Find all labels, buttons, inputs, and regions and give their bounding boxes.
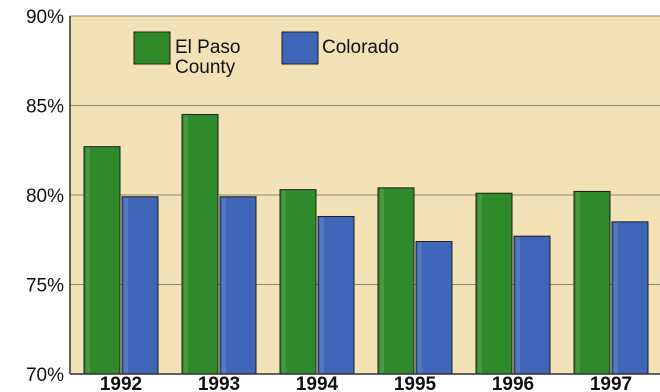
x-category-label: 1992 xyxy=(100,374,142,392)
bar xyxy=(513,235,551,375)
bar-colorado-1992 xyxy=(121,196,159,375)
bar xyxy=(611,221,649,375)
bar-highlight xyxy=(184,115,188,373)
bar xyxy=(279,189,317,375)
legend-label: El Paso xyxy=(175,37,240,58)
bar-highlight xyxy=(86,147,90,373)
bar-el-paso-county-1997 xyxy=(573,190,611,375)
y-tick-label: 80% xyxy=(26,186,64,207)
bar-colorado-1994 xyxy=(317,215,355,375)
axes xyxy=(69,16,660,375)
bar-colorado-1996 xyxy=(513,235,551,375)
legend-swatch xyxy=(281,31,319,65)
bar-highlight xyxy=(124,197,128,373)
bar-el-paso-county-1994 xyxy=(279,189,317,375)
x-category-label: 1996 xyxy=(492,374,534,392)
bar xyxy=(573,190,611,375)
bar-highlight xyxy=(614,222,618,373)
bar-highlight xyxy=(380,188,384,373)
y-tick-label: 70% xyxy=(26,365,64,386)
bar xyxy=(83,146,121,375)
x-category-label: 1993 xyxy=(198,374,240,392)
bar-highlight xyxy=(418,242,422,373)
bar-highlight xyxy=(516,237,520,373)
bar-colorado-1993 xyxy=(219,196,257,375)
bar xyxy=(317,215,355,375)
x-category-label: 1997 xyxy=(590,374,632,392)
bar-highlight xyxy=(576,192,580,373)
bar-highlight xyxy=(282,190,286,373)
bar-el-paso-county-1996 xyxy=(475,192,513,375)
x-category-label: 1995 xyxy=(394,374,437,392)
bar-el-paso-county-1993 xyxy=(181,113,219,375)
legend-item-colorado: Colorado xyxy=(281,31,399,65)
y-tick-label: 85% xyxy=(26,97,64,118)
bar-highlight xyxy=(320,217,324,373)
bar xyxy=(377,187,415,375)
legend-label: County xyxy=(175,57,236,78)
bar-highlight xyxy=(478,194,482,373)
y-tick-label: 90% xyxy=(26,7,64,28)
bar-el-paso-county-1995 xyxy=(377,187,415,375)
legend-label: Colorado xyxy=(322,37,399,58)
y-tick-label: 75% xyxy=(26,276,64,297)
y-axis-tick-labels: 70% 75% 80% 85% 90% xyxy=(26,7,64,386)
bar-highlight xyxy=(222,197,226,373)
bar-el-paso-county-1992 xyxy=(83,146,121,375)
bar-colorado-1995 xyxy=(415,241,453,375)
x-category-label: 1994 xyxy=(296,374,339,392)
bar xyxy=(121,196,159,375)
bar-colorado-1997 xyxy=(611,221,649,375)
bars xyxy=(83,113,649,375)
legend-swatch xyxy=(133,31,171,65)
bar xyxy=(475,192,513,375)
x-axis-category-labels: 1992 1993 1994 1995 1996 1997 xyxy=(100,374,632,392)
